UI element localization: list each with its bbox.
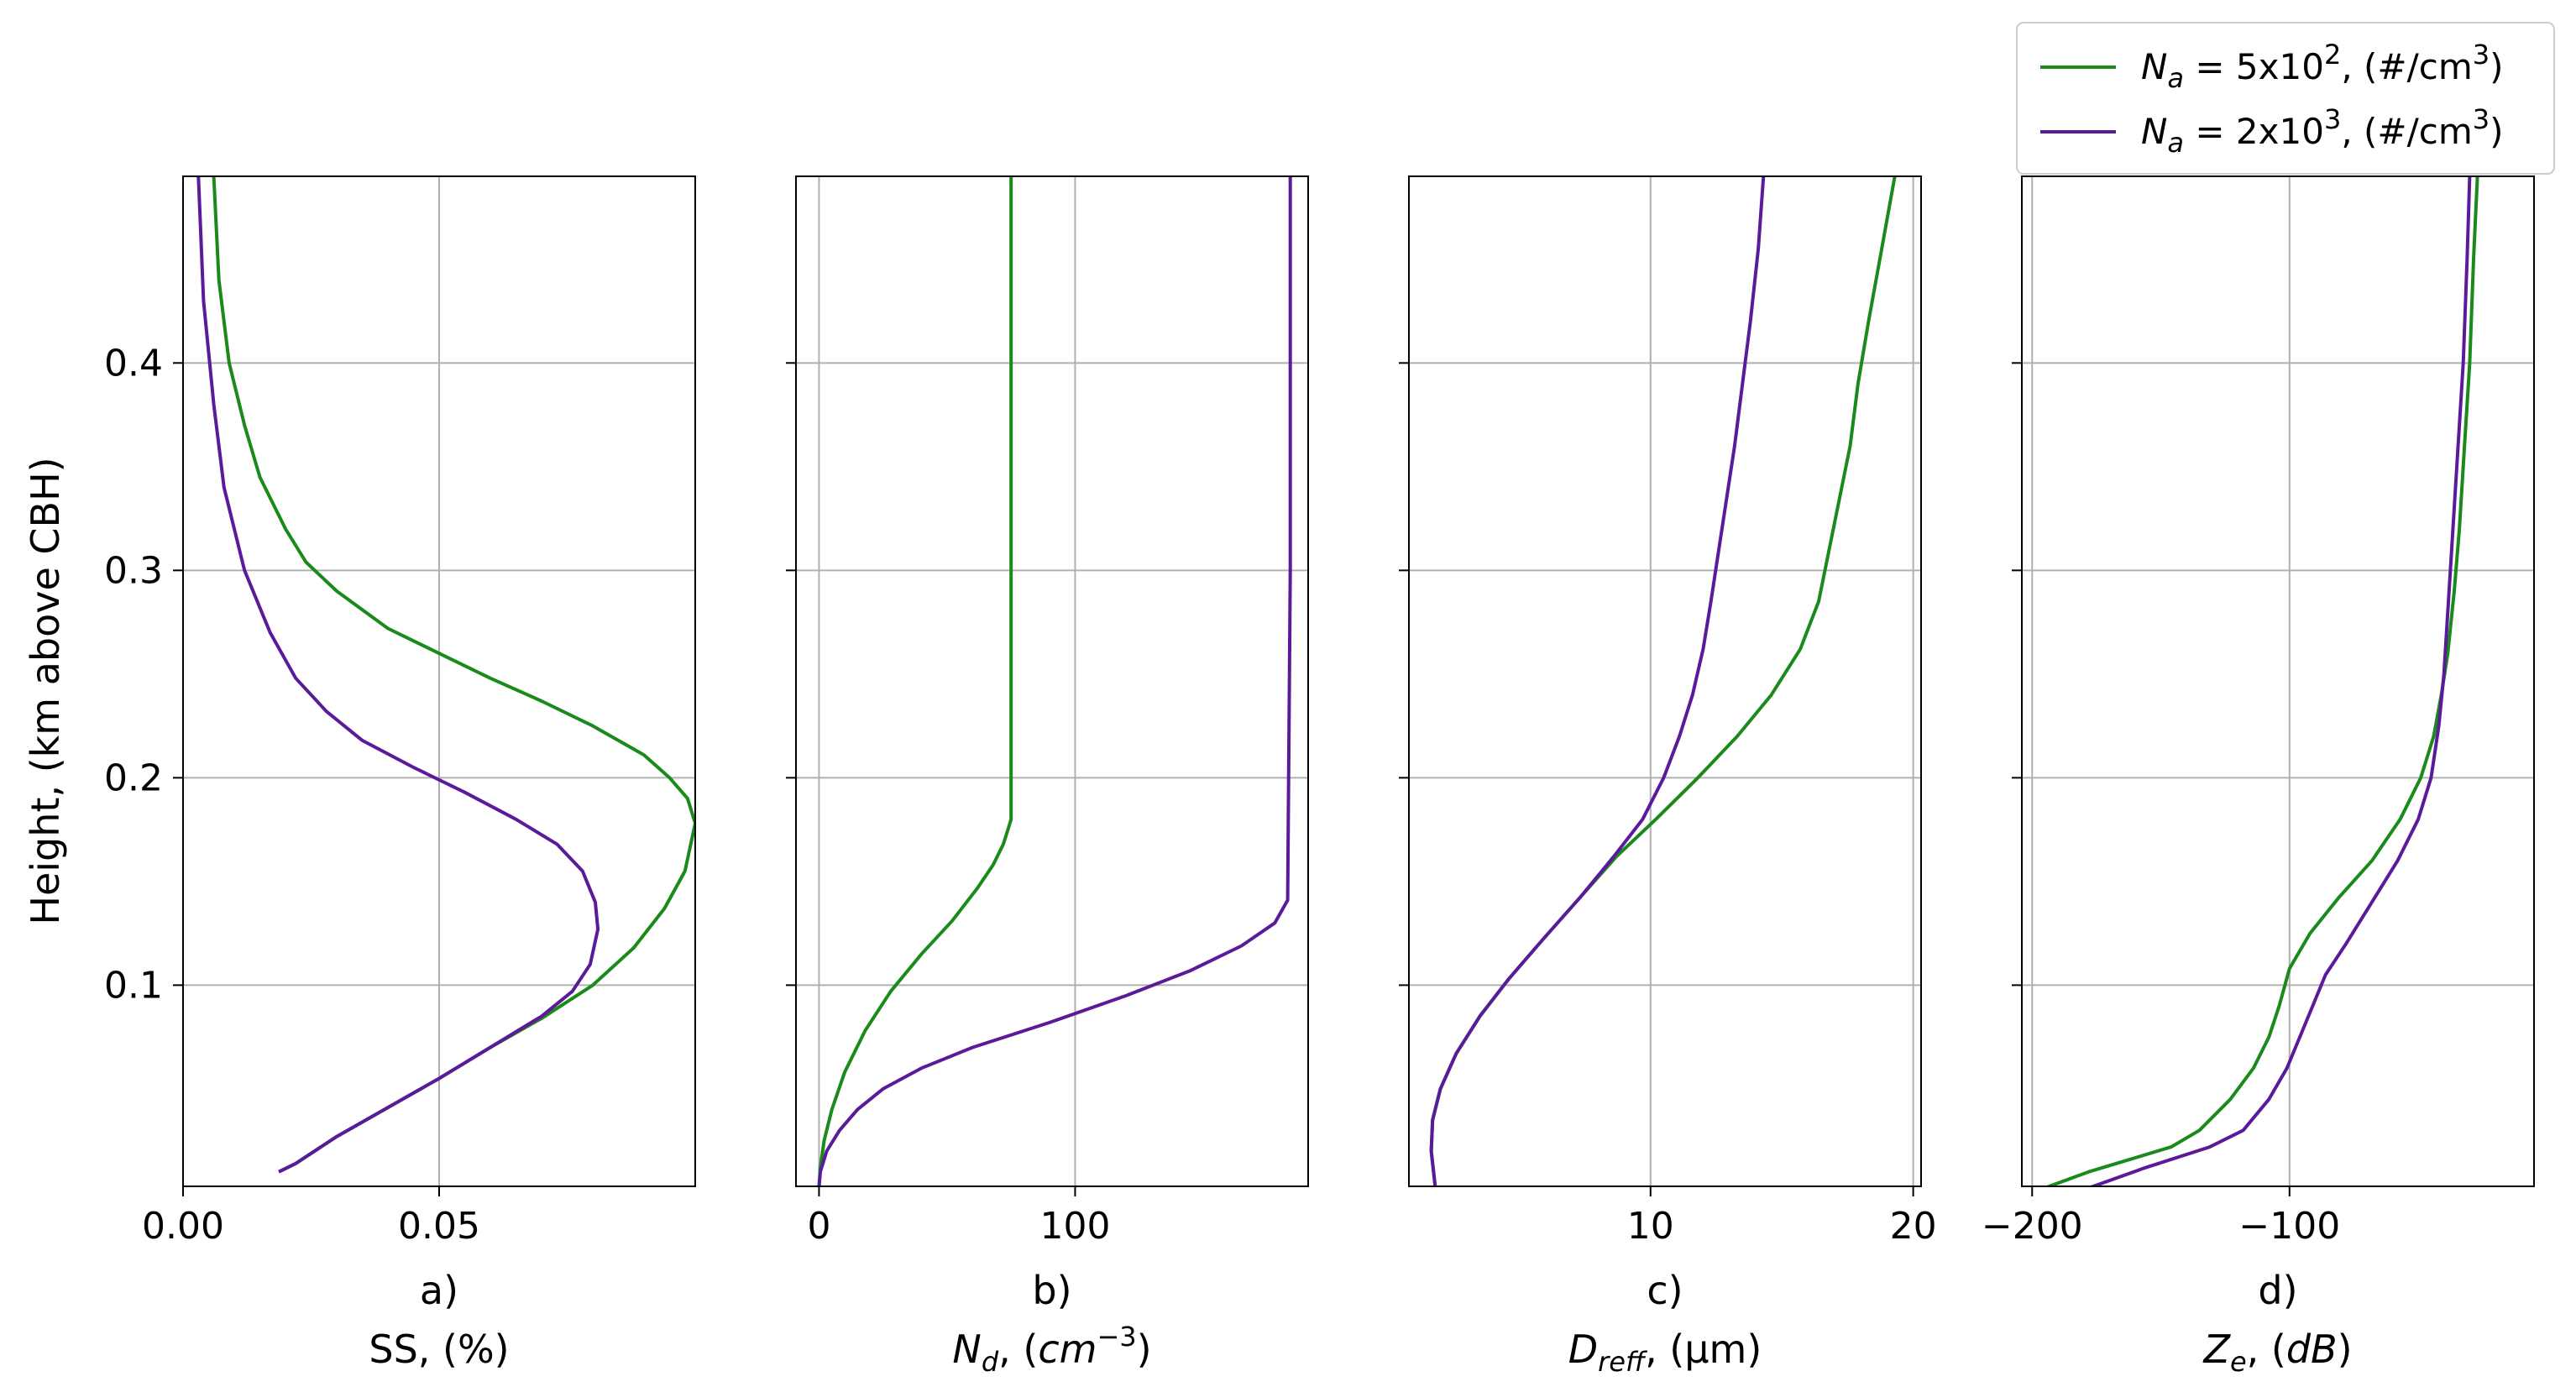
x-tick-label: 0.00: [142, 1205, 224, 1248]
series-line-2: [1429, 176, 1766, 1186]
panel-2: 0 100 b) Nd, (cm−3): [786, 175, 1309, 1378]
axes-frame: [1408, 175, 1922, 1187]
x-axis-label: Ze, (dB): [2202, 1327, 2352, 1378]
x-tick-label: −100: [2238, 1205, 2340, 1248]
panel-label: b): [1032, 1268, 1071, 1313]
panels: 0.00 0.05 0.1 0.2 0.3 0.4 a) SS, (%) 0 100 b) Nd, (…: [104, 175, 2535, 1378]
x-tick-label: 0: [807, 1205, 830, 1248]
series-line-2: [2088, 176, 2472, 1186]
y-axis-label: Height, (km above CBH): [23, 457, 68, 924]
legend: Na = 5x102, (#/cm3) Na = 2x103, (#/cm3): [2016, 22, 2555, 175]
x-tick-label: 10: [1627, 1205, 1674, 1248]
legend-entry-series-1: Na = 5x102, (#/cm3): [2141, 39, 2504, 94]
panel-label: c): [1647, 1268, 1683, 1313]
panel-4: −200 −100 d) Ze, (dB): [1982, 175, 2535, 1378]
series-line-2: [817, 176, 1292, 1186]
series-line-1: [2044, 176, 2479, 1186]
y-tick-label: 0.1: [104, 964, 163, 1007]
y-tick-label: 0.3: [104, 549, 163, 592]
series-line-1: [817, 176, 1013, 1186]
x-axis-label: Nd, (cm−3): [952, 1321, 1151, 1378]
legend-frame: [2016, 22, 2555, 175]
panel-3: 10 20 c) Dreff, (µm): [1399, 175, 1937, 1378]
y-tick-label: 0.2: [104, 756, 163, 799]
axes-frame: [795, 175, 1309, 1187]
panel-1: 0.00 0.05 0.1 0.2 0.3 0.4 a) SS, (%): [104, 175, 696, 1372]
axes-frame: [2021, 175, 2535, 1187]
x-tick-label: 20: [1890, 1205, 1937, 1248]
series-line-2: [196, 176, 600, 1174]
x-tick-label: 100: [1039, 1205, 1110, 1248]
y-tick-label: 0.4: [104, 342, 163, 385]
panel-label: d): [2258, 1268, 2297, 1313]
legend-entry-series-2: Na = 2x103, (#/cm3): [2141, 103, 2504, 159]
panel-label: a): [420, 1268, 458, 1313]
x-tick-label: 0.05: [398, 1205, 480, 1248]
x-tick-label: −200: [1982, 1205, 2083, 1248]
x-axis-label: Dreff, (µm): [1568, 1327, 1762, 1378]
x-axis-label: SS, (%): [369, 1327, 509, 1372]
